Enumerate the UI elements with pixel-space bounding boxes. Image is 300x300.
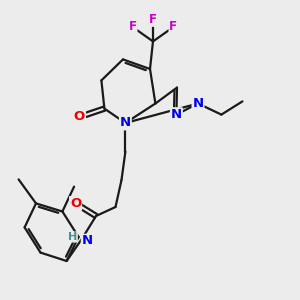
- Text: F: F: [128, 20, 137, 34]
- Text: F: F: [149, 13, 157, 26]
- Text: N: N: [81, 234, 93, 248]
- Text: N: N: [192, 97, 204, 110]
- Text: H: H: [68, 232, 77, 242]
- Text: O: O: [70, 197, 81, 210]
- Text: O: O: [74, 110, 85, 124]
- Text: N: N: [171, 108, 182, 121]
- Text: F: F: [169, 20, 178, 34]
- Text: N: N: [120, 116, 131, 130]
